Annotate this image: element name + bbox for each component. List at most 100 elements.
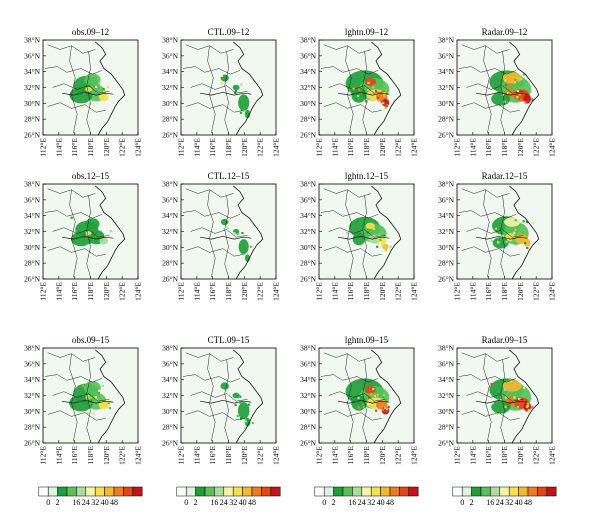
colorbar-label: 0 [184, 498, 188, 507]
rain-speck [101, 94, 104, 98]
rain-speck [513, 396, 516, 399]
lat-tick-label: 32°N [162, 227, 178, 236]
province-border [47, 410, 106, 421]
colorbar-label: 32 [91, 498, 99, 507]
rain-speck [526, 246, 529, 250]
lat-tick-label: 36°N [24, 359, 40, 368]
rain-speck [357, 88, 360, 91]
colorbar-swatch [113, 486, 124, 497]
rain-cell [238, 239, 249, 255]
lat-tick-label: 30°N [24, 99, 40, 108]
rain-speck [236, 233, 239, 236]
province-border [182, 210, 240, 219]
lat-tick-label: 26°N [300, 131, 316, 140]
rain-speck [361, 403, 364, 406]
lon-tick-label: 122°E [118, 446, 127, 465]
lat-tick-label: 28°N [300, 259, 316, 268]
rain-speck [372, 86, 375, 89]
colorbar-swatch [352, 486, 363, 497]
lon-tick-label: 124°E [134, 138, 143, 157]
lat-tick-label: 28°N [438, 259, 454, 268]
map-background [181, 184, 276, 279]
province-border [466, 227, 524, 238]
lat-tick-label: 28°N [24, 115, 40, 124]
rain-speck [524, 101, 527, 104]
rain-cell [244, 417, 251, 427]
colorbar-label: 0 [460, 498, 464, 507]
panel-title: obs.12–15 [72, 171, 110, 181]
coastline [233, 41, 264, 136]
colorbar-swatch [223, 486, 234, 497]
lon-tick-label: 120°E [240, 446, 249, 465]
rain-cell [232, 84, 240, 91]
rain-speck [86, 395, 89, 398]
lon-tick-label: 120°E [378, 138, 387, 157]
rain-speck [70, 234, 73, 237]
coastline [371, 185, 402, 280]
rain-speck [523, 398, 526, 401]
panel-title: CTL.12–15 [208, 171, 250, 181]
lon-tick-label: 114°E [192, 282, 201, 301]
lon-tick-label: 124°E [134, 282, 143, 301]
rain-speck [92, 89, 95, 92]
colorbar-swatch [94, 486, 105, 497]
rain-speck [89, 394, 93, 398]
rain-speck [223, 77, 226, 80]
colorbar-label: 2 [470, 498, 474, 507]
colorbar-label: 32 [367, 498, 375, 507]
rain-speck [357, 396, 360, 400]
rain-speck [514, 242, 517, 245]
province-border [207, 353, 216, 442]
province-border [69, 45, 78, 134]
map-panel: obs.09–15 38°N 36°N 34°N 32°N 30°N 28°N 26°N112… [24, 335, 142, 465]
lon-tick-label: 112°E [453, 282, 462, 301]
lon-tick-label: 118°E [224, 446, 233, 465]
rain-cell [502, 380, 522, 392]
rain-speck [523, 73, 526, 76]
rain-speck [524, 242, 527, 245]
precipitation-field [345, 70, 390, 109]
lat-tick-label: 32°N [300, 227, 316, 236]
province-border [483, 45, 492, 134]
lon-tick-label: 122°E [118, 282, 127, 301]
lat-tick-label: 28°N [162, 259, 178, 268]
rain-speck [514, 219, 517, 222]
colorbar-label: 24 [358, 498, 366, 507]
rain-speck [241, 232, 244, 235]
rain-speck [513, 80, 516, 84]
lon-tick-label: 118°E [362, 138, 371, 157]
colorbar-label: 24 [220, 498, 228, 507]
rain-speck [234, 89, 237, 93]
rain-speck [366, 231, 369, 234]
lat-tick-label: 28°N [438, 115, 454, 124]
rain-speck [85, 99, 88, 102]
colorbar-swatch [518, 486, 529, 497]
colorbar-swatch [342, 486, 353, 497]
map-panel: Radar.09–1538°N36°N34°N32°N30°N28°N26°N1… [438, 335, 556, 465]
rain-speck [383, 94, 386, 97]
rain-speck [106, 85, 109, 88]
colorbar-swatch [389, 486, 400, 497]
lon-tick-label: 116°E [70, 282, 79, 301]
lon-tick-label: 112°E [453, 138, 462, 157]
colorbar-swatch [132, 486, 143, 497]
lat-tick-label: 26°N [438, 275, 454, 284]
lon-tick-label: 112°E [315, 138, 324, 157]
map-panel: CTL.09–15 38°N 36°N 34°N 32°N 30°N 28°N 26°N112… [162, 335, 280, 465]
lon-tick-label: 120°E [102, 138, 111, 157]
rain-speck [526, 402, 529, 405]
rain-speck [95, 398, 98, 401]
rain-speck [83, 92, 86, 95]
panel-title: lghtn.09–15 [345, 335, 389, 345]
province-border [320, 210, 378, 219]
rain-speck [382, 101, 385, 105]
rain-speck [220, 82, 223, 85]
rain-speck [233, 232, 236, 235]
colorbar-label: 0 [46, 498, 50, 507]
rain-cell [523, 94, 532, 104]
rain-speck [509, 379, 513, 382]
rain-speck [520, 78, 523, 81]
rain-speck [372, 388, 375, 391]
rain-speck [375, 84, 378, 87]
rain-speck [104, 235, 107, 238]
